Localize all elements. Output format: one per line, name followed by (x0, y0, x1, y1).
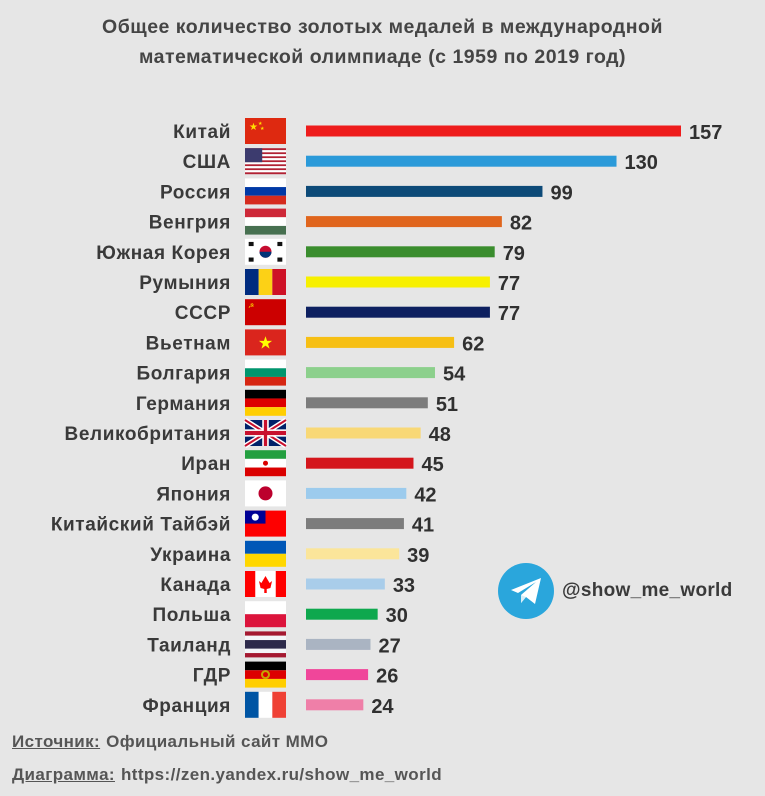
flag-thailand-icon (245, 631, 286, 658)
source-line: Источник: Официальный сайт ММО (12, 730, 442, 763)
svg-text:★: ★ (258, 121, 263, 127)
flag-taiwan-icon (245, 510, 286, 537)
bar-bulgaria (306, 367, 435, 379)
svg-text:★: ★ (260, 126, 265, 132)
category-label-china: Китай (173, 122, 231, 143)
bar-romania (306, 276, 490, 288)
category-label-romania: Румыния (139, 273, 231, 294)
value-label-japan: 42 (414, 484, 436, 506)
flag-russia-icon (245, 178, 286, 205)
flag-vietnam-icon: ★ (245, 329, 286, 356)
flag-ussr-icon: ☭ (245, 299, 286, 326)
flag-china-icon: ★ ★★ (245, 118, 286, 144)
value-label-usa: 130 (625, 152, 658, 174)
flag-iran-icon (245, 450, 286, 477)
telegram-handle: @show_me_world (562, 580, 733, 601)
source-text: Официальный сайт ММО (106, 732, 329, 751)
value-label-south-korea: 79 (503, 243, 525, 265)
category-label-japan: Япония (156, 484, 231, 505)
flag-japan-icon (245, 480, 286, 507)
value-label-russia: 99 (550, 182, 572, 204)
category-label-france: Франция (142, 696, 231, 717)
diagram-label: Диаграмма: (12, 765, 115, 784)
value-label-gdr: 26 (376, 666, 398, 688)
value-label-germany: 51 (436, 394, 458, 416)
svg-text:★: ★ (249, 122, 258, 133)
flag-romania-icon (245, 269, 286, 295)
category-label-bulgaria: Болгария (136, 364, 231, 385)
source-label: Источник: (12, 732, 101, 751)
flag-uk-icon (243, 417, 288, 449)
category-label-vietnam: Вьетнам (146, 333, 231, 354)
value-label-thailand: 27 (378, 635, 400, 657)
telegram-badge[interactable]: @show_me_world (498, 563, 733, 619)
bar-thailand (306, 638, 371, 650)
value-label-bulgaria: 54 (443, 364, 466, 386)
bar-south-korea (306, 246, 495, 258)
bar-iran (306, 457, 414, 469)
bar-usa (306, 155, 617, 167)
bar-japan (306, 487, 407, 499)
diagram-line: Диаграмма: https://zen.yandex.ru/show_me_… (12, 763, 442, 796)
bar-russia (306, 185, 543, 197)
bar-vietnam (306, 336, 455, 348)
category-label-ukraine: Украина (150, 545, 231, 566)
chart-title: Общее количество золотых медалей в между… (102, 16, 663, 68)
flag-ukraine-icon (245, 540, 286, 567)
category-label-germany: Германия (136, 394, 231, 415)
category-label-gdr: ГДР (193, 666, 231, 687)
diagram-link[interactable]: https://zen.yandex.ru/show_me_world (120, 765, 442, 784)
flag-canada-icon (245, 571, 286, 597)
bar-uk (306, 427, 421, 439)
bar-canada (306, 578, 385, 590)
bar-taiwan (306, 518, 404, 530)
value-label-canada: 33 (393, 575, 415, 597)
value-label-uk: 48 (429, 424, 451, 446)
flag-germany-icon (245, 389, 286, 416)
flag-bulgaria-icon (245, 359, 286, 386)
value-label-poland: 30 (386, 605, 408, 627)
category-label-taiwan: Китайский Тайбэй (51, 515, 231, 536)
bar-poland (306, 608, 378, 620)
category-label-hungary: Венгрия (149, 213, 231, 234)
category-label-russia: Россия (160, 182, 231, 203)
bar-gdr (306, 669, 369, 681)
value-label-hungary: 82 (510, 213, 532, 235)
flag-poland-icon (245, 601, 286, 628)
bar-ukraine (306, 548, 400, 560)
category-label-uk: Великобритания (65, 424, 231, 445)
svg-text:★: ★ (258, 333, 273, 353)
category-label-thailand: Таиланд (147, 635, 231, 656)
value-label-ussr: 77 (498, 303, 520, 325)
flag-south-korea-icon (245, 238, 286, 265)
value-label-china: 157 (689, 122, 722, 144)
category-label-poland: Польша (152, 605, 231, 626)
bar-china (306, 125, 681, 137)
footer: Источник: Официальный сайт ММО Диаграмма:… (12, 730, 442, 796)
value-label-romania: 77 (498, 273, 520, 295)
svg-text:☭: ☭ (248, 302, 254, 310)
bar-germany (306, 397, 428, 409)
flag-usa-icon (245, 148, 286, 175)
value-label-iran: 45 (421, 454, 443, 476)
value-label-ukraine: 39 (407, 545, 429, 567)
value-label-vietnam: 62 (462, 333, 484, 355)
telegram-icon[interactable] (498, 563, 554, 619)
category-label-ussr: СССР (175, 303, 231, 324)
value-label-taiwan: 41 (412, 515, 434, 537)
bar-ussr (306, 306, 490, 318)
value-label-france: 24 (371, 696, 394, 718)
category-label-south-korea: Южная Корея (96, 243, 231, 264)
flag-france-icon (245, 691, 286, 718)
flag-hungary-icon (245, 208, 286, 235)
category-label-iran: Иран (181, 454, 231, 475)
category-label-usa: США (183, 152, 231, 173)
flag-gdr-icon (245, 661, 286, 688)
category-label-canada: Канада (160, 575, 231, 596)
bar-hungary (306, 216, 502, 228)
bar-france (306, 699, 364, 711)
